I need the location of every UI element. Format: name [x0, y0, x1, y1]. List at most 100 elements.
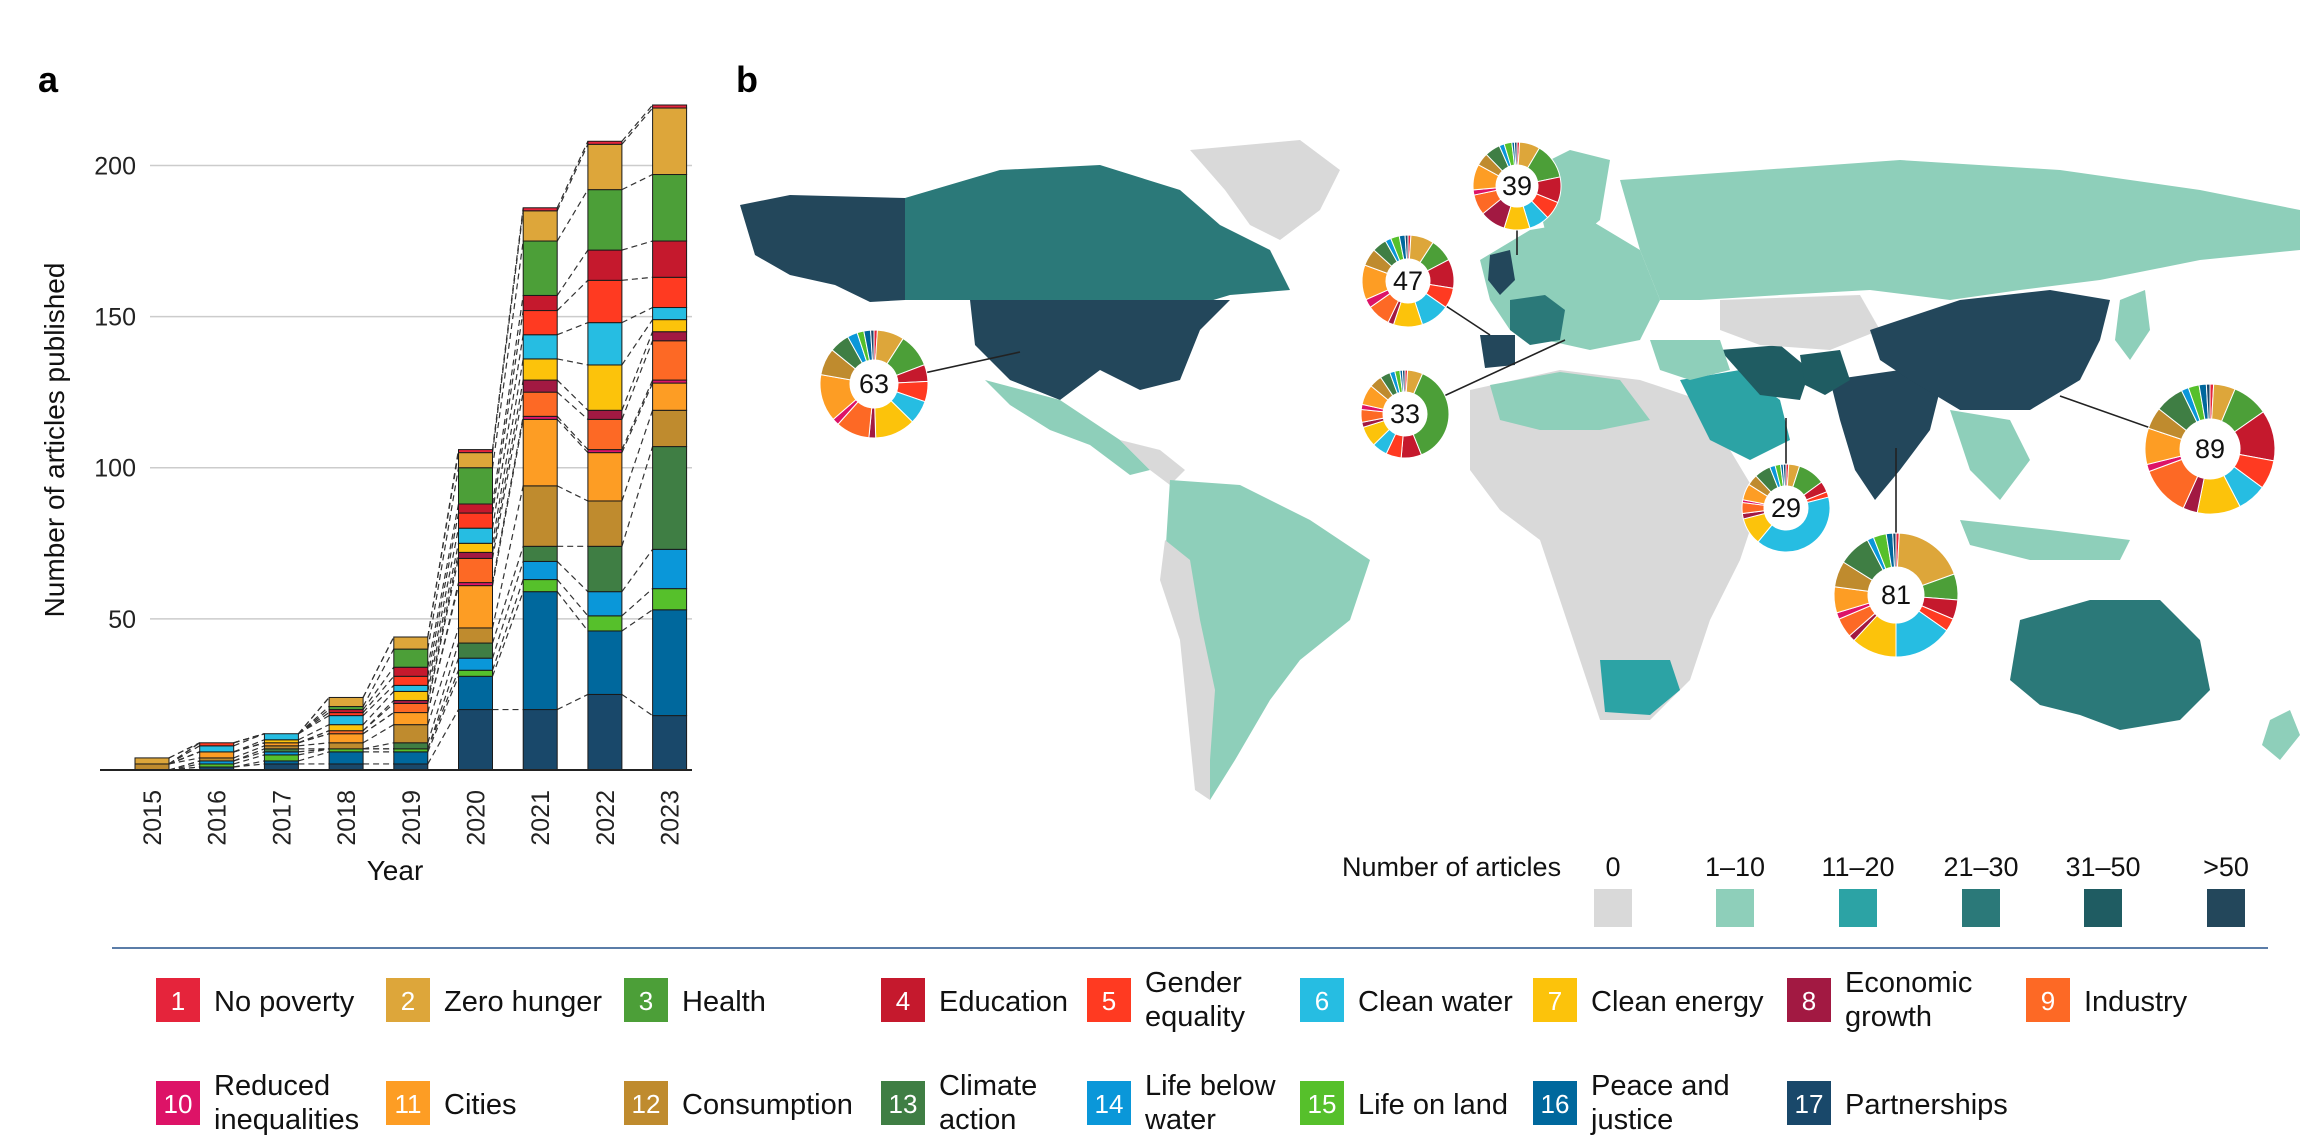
map-region-india [1830, 370, 1940, 500]
connector-line [621, 340, 654, 420]
bar-segment [199, 742, 235, 747]
donut-uk: 47 [1361, 234, 1491, 336]
bar-segment [458, 627, 493, 644]
donut-label: 89 [2195, 434, 2225, 464]
bar-stack [458, 449, 493, 771]
connector-line [621, 548, 654, 593]
sdg-swatch [386, 978, 430, 1022]
sdg-label: Life on land [1358, 1089, 1508, 1121]
sdg-number: 13 [889, 1089, 918, 1119]
map-legend-item: 0 [1594, 852, 1632, 927]
x-tick-label: 2015 [139, 790, 167, 846]
map-legend-item: 31–50 [2065, 852, 2141, 927]
map-region-australia [2010, 600, 2210, 730]
connector-line [491, 295, 524, 505]
connector-line [233, 742, 265, 753]
bars [134, 104, 688, 771]
map-region-spain [1480, 335, 1515, 368]
connector-line [556, 591, 589, 632]
connector-line [297, 697, 330, 735]
sdg-swatch [386, 1081, 430, 1125]
connector-line [621, 588, 653, 617]
donut-label: 63 [859, 369, 889, 399]
connector-line [298, 712, 330, 735]
x-tick-label: 2018 [333, 790, 361, 846]
map-region-china [1870, 290, 2110, 410]
world-map: 63 47 39 33 29 81 89 [740, 140, 2300, 800]
sdg-swatch [1533, 1081, 1577, 1125]
bar-segment [652, 340, 688, 381]
bar-segment [522, 560, 558, 581]
connector-line [556, 579, 589, 617]
bar-segment [458, 551, 493, 559]
connector-line [168, 745, 201, 765]
trend-connectors [168, 104, 654, 771]
bar-segment [458, 657, 493, 671]
connector-line [233, 733, 265, 744]
sdg-swatch [156, 1081, 200, 1125]
connector-line [557, 358, 589, 366]
donut-hole [1496, 165, 1538, 207]
sdg-number: 4 [896, 986, 910, 1016]
connector-line [427, 552, 460, 701]
connector-line [362, 648, 395, 707]
sdg-swatch [1300, 978, 1344, 1022]
donut-china: 89 [2059, 383, 2276, 515]
connector-line [556, 249, 589, 296]
bar-segment [458, 503, 493, 514]
connector-line [556, 391, 589, 420]
map-legend-swatch [1839, 889, 1877, 927]
map-region-greenland [1190, 140, 1340, 240]
x-tick-label: 2020 [463, 790, 491, 846]
donut-usa: 63 [819, 329, 1021, 439]
sdg-legend: 1 No poverty 2 Zero hunger 3 Health 4 Education… [156, 967, 2188, 1136]
connector-line [362, 691, 395, 726]
bar-segment [652, 715, 688, 771]
connector-line [621, 410, 654, 502]
connector-line [427, 709, 460, 765]
sdg-number: 16 [1541, 1089, 1570, 1119]
sdg-legend-item: 17 Partnerships [1787, 1081, 2008, 1125]
connector-line [621, 382, 654, 453]
sdg-swatch [1787, 1081, 1831, 1125]
sdg-legend-item: 1 No poverty [156, 978, 355, 1022]
bar-segment [652, 276, 688, 309]
connector-line [621, 693, 653, 717]
map-region-southeast-asia [1950, 410, 2030, 500]
sdg-legend-item: 10 Reduced inequalities [156, 1070, 359, 1136]
map-region-canada [905, 165, 1290, 310]
bar-stack [587, 140, 623, 771]
sdg-swatch [1087, 978, 1131, 1022]
bar-segment [458, 527, 493, 544]
connector-line [298, 733, 330, 744]
connector-line [427, 670, 460, 750]
connector-line [556, 141, 589, 209]
map-legend-swatch [2084, 889, 2122, 927]
connector-line [491, 358, 524, 544]
y-tick-label: 150 [94, 304, 136, 332]
map-region-north-africa [1490, 372, 1650, 430]
bar-segment [522, 579, 558, 593]
donut-netherlands: 39 [1472, 141, 1562, 255]
bar-segment [328, 696, 364, 708]
sdg-legend-item: 7 Clean energy [1533, 978, 1764, 1022]
x-tick-label: 2017 [268, 790, 296, 846]
connector-line [491, 419, 524, 586]
connector-line [491, 392, 524, 559]
panel-b-label: b [736, 59, 758, 100]
connector-line [362, 703, 395, 732]
map-legend-item: 1–10 [1705, 852, 1765, 927]
bar-segment [263, 733, 299, 741]
y-tick-labels: 50 100 150 200 [94, 152, 136, 633]
sdg-number: 17 [1795, 1089, 1824, 1119]
connector-line [298, 748, 330, 753]
map-region-middle-east [1650, 340, 1730, 380]
connector-line [556, 279, 589, 311]
bar-segment [522, 210, 558, 242]
map-region-central-america [1120, 440, 1185, 485]
map-legend-items: 0 1–10 11–20 21–30 31–50 >50 [1594, 852, 2249, 927]
map-legend-item: 11–20 [1821, 852, 1895, 927]
sdg-swatch [624, 978, 668, 1022]
bar-segment [522, 207, 558, 212]
